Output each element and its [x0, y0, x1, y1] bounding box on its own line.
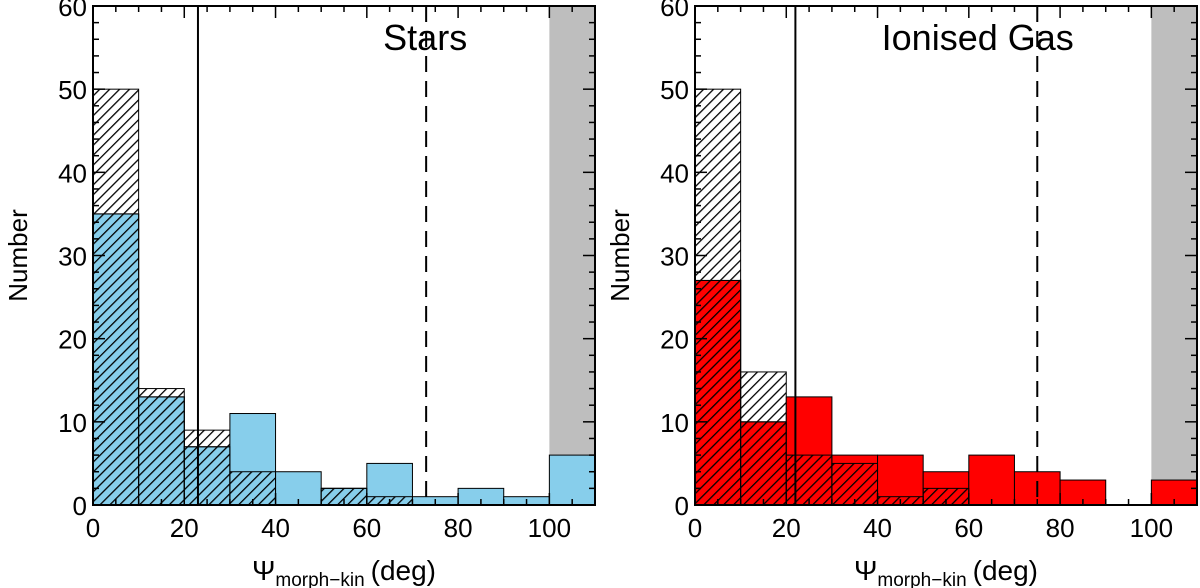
x-tick-label: 40 — [863, 513, 892, 543]
x-axis-subscript: morph−kin — [877, 570, 966, 588]
y-tick-label: 30 — [660, 242, 689, 272]
y-tick-label: 0 — [675, 491, 689, 521]
x-tick-label: 80 — [1046, 513, 1075, 543]
y-tick-label: 10 — [660, 408, 689, 438]
y-tick-label: 50 — [660, 75, 689, 105]
y-tick-label: 60 — [58, 0, 87, 22]
hatched-overlay — [92, 213, 140, 506]
x-axis-subscript: morph−kin — [275, 570, 364, 588]
y-tick-label: 40 — [660, 158, 689, 188]
hatched-overlay — [740, 421, 787, 506]
hatched-overlay — [831, 462, 879, 506]
filled-bar — [548, 454, 596, 506]
x-tick-label: 60 — [954, 513, 983, 543]
ionised-gas-panel: 0 20 40 60 80 100 0 10 20 30 40 50 60 Ionised Gas Numb… — [605, 0, 1198, 588]
x-tick-label: 60 — [352, 513, 381, 543]
y-tick-label: 10 — [58, 408, 87, 438]
panel-title: Ionised Gas — [882, 17, 1074, 58]
x-tick-label: 20 — [170, 513, 199, 543]
panel-title: Stars — [383, 17, 467, 58]
hatched-overlay — [785, 454, 833, 506]
hatched-overlay — [229, 471, 277, 506]
y-tick-label: 20 — [58, 325, 87, 355]
y-axis-label: Number — [3, 209, 33, 302]
x-axis-symbol: Ψ — [854, 555, 877, 586]
x-axis-unit: (deg) — [973, 555, 1038, 586]
hatched-overlay — [138, 396, 185, 506]
x-tick-label: 0 — [86, 513, 100, 543]
y-tick-label: 50 — [58, 75, 87, 105]
hatched-overlay — [694, 279, 742, 506]
y-tick-label: 60 — [660, 0, 689, 22]
x-tick-label: 20 — [772, 513, 801, 543]
x-axis-label: Ψmorph−kin (deg) — [252, 555, 436, 588]
y-tick-label: 0 — [73, 491, 87, 521]
y-tick-label: 30 — [58, 242, 87, 272]
x-axis-symbol: Ψ — [252, 555, 275, 586]
x-axis-label: Ψmorph−kin (deg) — [854, 555, 1038, 588]
x-tick-label: 0 — [688, 513, 702, 543]
y-tick-label: 40 — [58, 158, 87, 188]
x-tick-label: 100 — [528, 513, 571, 543]
hatched-overlay — [183, 446, 231, 506]
x-tick-label: 80 — [444, 513, 473, 543]
x-tick-label: 40 — [261, 513, 290, 543]
x-tick-label: 100 — [1130, 513, 1173, 543]
x-axis-unit: (deg) — [371, 555, 436, 586]
y-tick-label: 20 — [660, 325, 689, 355]
stars-panel: 0 20 40 60 80 100 0 10 20 30 40 50 60 Stars Number Ψmor… — [3, 0, 596, 588]
y-axis-label: Number — [605, 209, 635, 302]
filled-bar — [968, 454, 1015, 506]
